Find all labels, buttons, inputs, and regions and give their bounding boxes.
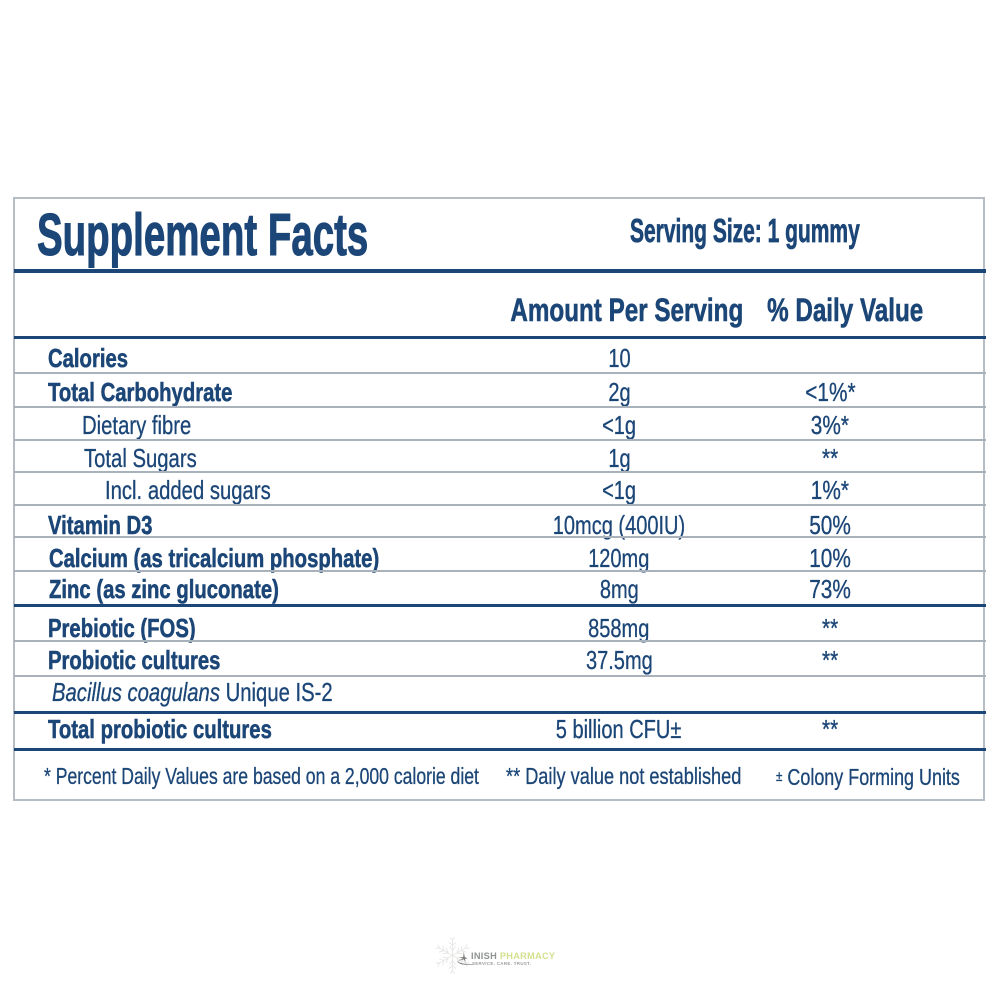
svg-text:SERVICE. CARE. TRUST.: SERVICE. CARE. TRUST.	[472, 961, 531, 966]
svg-text:INISH PHARMACY: INISH PHARMACY	[471, 951, 555, 961]
